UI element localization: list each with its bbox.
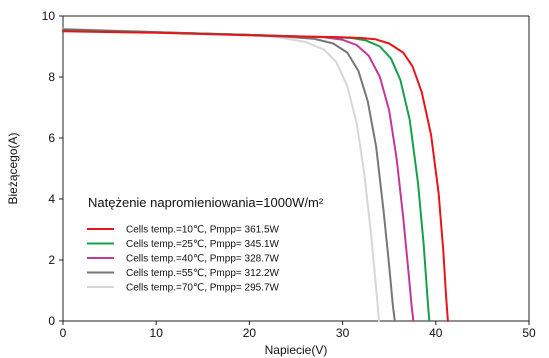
legend-entry-label: Cells temp.=10℃, Pmpp= 361.5W [126, 225, 280, 236]
series-lines [62, 27, 449, 322]
x-tick-label: 30 [336, 326, 350, 340]
series-line [62, 30, 449, 322]
legend-entry-label: Cells temp.=40℃, Pmpp= 328.7W [126, 254, 280, 265]
legend-entry-label: Cells temp.=25℃, Pmpp= 345.1W [126, 239, 280, 250]
legend-title: Natężenie napromieniowania=1000W/m² [88, 195, 324, 210]
y-tick-label: 10 [42, 9, 56, 23]
axes [62, 15, 530, 322]
x-tick-label: 10 [150, 326, 164, 340]
y-tick-label: 6 [48, 131, 55, 145]
y-tick-label: 0 [48, 314, 55, 328]
legend-entry-label: Cells temp.=55℃, Pmpp= 312.2W [126, 268, 280, 279]
legend-entry-label: Cells temp.=70℃, Pmpp= 295.7W [126, 283, 280, 294]
x-ticks: 0 10 20 30 40 50 [60, 321, 536, 340]
y-tick-label: 2 [48, 253, 55, 267]
legend: Natężenie napromieniowania=1000W/m² Cell… [87, 195, 324, 294]
legend-entries: Cells temp.=10℃, Pmpp= 361.5W Cells temp.… [87, 225, 280, 294]
x-axis-label: Napiecie(V) [265, 343, 328, 357]
y-ticks: 0 2 4 6 8 10 [42, 9, 63, 328]
x-tick-label: 0 [60, 326, 67, 340]
y-tick-label: 4 [48, 192, 55, 206]
x-tick-label: 20 [243, 326, 257, 340]
x-tick-label: 50 [522, 326, 536, 340]
x-tick-label: 40 [429, 326, 443, 340]
y-tick-label: 8 [48, 70, 55, 84]
y-axis-label: Bieżącego(A) [6, 132, 20, 204]
